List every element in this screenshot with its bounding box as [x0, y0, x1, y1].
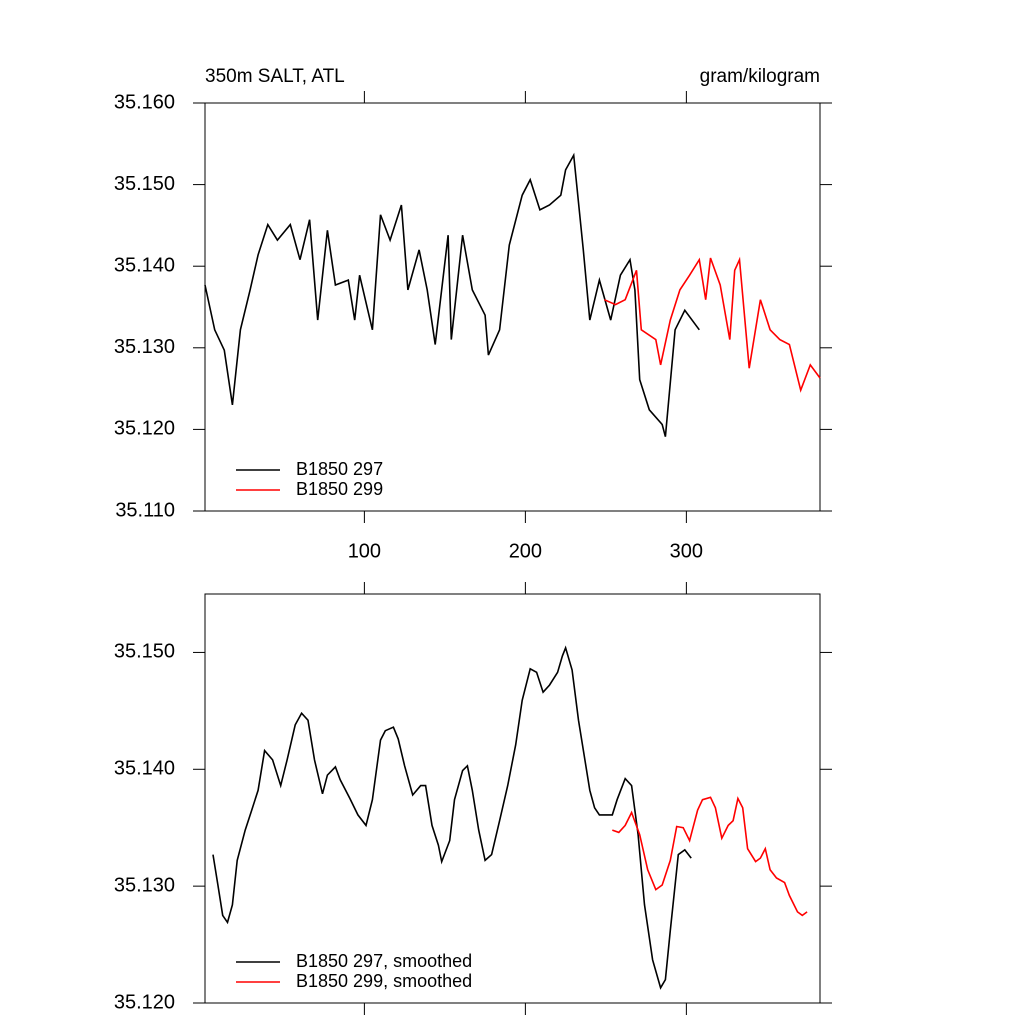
plot-frame [204, 102, 821, 512]
y-tick-label: 35.130 [114, 874, 175, 896]
x-tick-label: 200 [509, 540, 542, 562]
y-tick-label: 35.150 [114, 641, 175, 663]
y-tick-label: 35.140 [114, 254, 175, 276]
y-tick-label: 35.140 [114, 758, 175, 780]
y-tick-label: 35.110 [115, 499, 175, 521]
legend-label: B1850 297, smoothed [296, 951, 472, 971]
x-tick-label: 100 [348, 540, 381, 562]
y-tick-label: 35.150 [114, 173, 175, 195]
data-line [603, 256, 821, 393]
y-tick-label: 35.120 [114, 418, 175, 440]
legend-label: B1850 297 [296, 459, 383, 479]
units-label: gram/kilogram [700, 66, 820, 87]
legend-label: B1850 299 [296, 479, 383, 499]
y-tick-label: 35.130 [114, 336, 175, 358]
data-line [612, 796, 808, 917]
legend-label: B1850 299, smoothed [296, 971, 472, 991]
y-tick-label: 35.160 [114, 91, 175, 113]
data-line [212, 645, 692, 990]
chart-title: 350m SALT, ATL [205, 66, 345, 87]
data-line [204, 152, 700, 437]
y-tick-label: 35.120 [114, 991, 175, 1013]
x-tick-label: 300 [670, 540, 703, 562]
plot-frame [204, 593, 821, 1004]
